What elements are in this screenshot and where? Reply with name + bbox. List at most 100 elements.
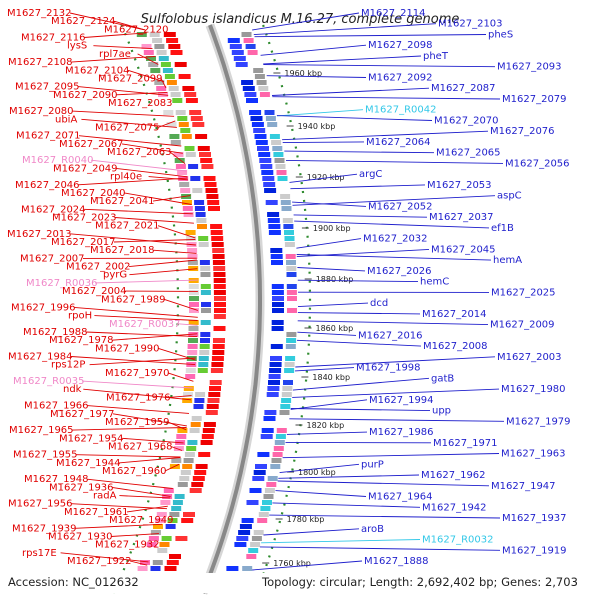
gene-feature <box>247 50 258 55</box>
gene-label: pheT <box>423 51 449 62</box>
gene-feature <box>263 494 274 499</box>
gene-feature <box>208 206 220 211</box>
gene-feature <box>201 434 214 439</box>
gene-feature <box>242 566 253 571</box>
gene-feature <box>249 488 262 493</box>
leader-line <box>292 377 430 391</box>
gene-feature <box>181 134 192 139</box>
gene-label: argC <box>359 169 382 180</box>
gene-feature <box>263 416 276 421</box>
gene-label: rpl7ae <box>99 49 131 60</box>
gene-feature <box>264 488 275 493</box>
gene-feature <box>187 350 198 355</box>
leader-line <box>266 75 367 78</box>
leader-line <box>289 418 505 422</box>
gene-label: rps17E <box>22 548 57 559</box>
leader-line <box>74 523 163 529</box>
gene-feature <box>269 134 280 139</box>
gene-feature <box>171 506 182 511</box>
gene-feature <box>267 212 280 217</box>
gene-feature <box>250 542 261 547</box>
gene-feature <box>213 266 226 271</box>
gene-feature <box>169 134 180 139</box>
gene-feature <box>273 446 284 451</box>
gene-feature <box>229 44 242 49</box>
gene-feature <box>283 380 293 385</box>
gene-feature <box>186 446 197 451</box>
leader-line <box>94 315 198 321</box>
gene-feature <box>203 176 216 181</box>
gene-feature <box>205 188 218 193</box>
gene-feature <box>211 362 224 367</box>
gene-feature <box>164 74 175 79</box>
gene-label: M1627_1965 <box>9 425 74 436</box>
gene-label: M1627_2046 <box>15 180 80 191</box>
position-tick-label: 1860 kbp <box>316 324 354 333</box>
leader-line <box>260 44 367 56</box>
gene-feature <box>178 74 191 79</box>
gene-feature <box>189 296 199 301</box>
gene-feature <box>146 56 156 61</box>
gene-feature <box>235 62 248 67</box>
gene-label: M1627_2021 <box>95 221 160 232</box>
gene-label: M1627_2025 <box>491 287 556 298</box>
gene-label: M1627_1964 <box>368 492 433 503</box>
gene-feature <box>177 428 188 433</box>
gene-feature <box>194 398 205 403</box>
gene-label: M1627_1936 <box>49 482 114 493</box>
gene-feature <box>176 434 187 439</box>
gene-label: M1627_1932 <box>95 540 160 551</box>
backbone-line <box>201 24 262 594</box>
gene-feature <box>192 188 203 193</box>
gene-feature <box>266 392 279 397</box>
gene-feature <box>241 518 254 523</box>
leader-line <box>82 380 193 389</box>
position-tick-label: 1780 kbp <box>287 515 325 524</box>
gene-feature <box>168 86 179 91</box>
gene-feature <box>180 470 191 475</box>
gene-label: M1627_2099 <box>98 73 163 84</box>
gene-feature <box>244 92 257 97</box>
gene-feature <box>168 44 181 49</box>
gene-feature <box>285 254 296 259</box>
gene-feature <box>269 368 282 373</box>
leader-line <box>295 356 496 368</box>
gene-label: M1627_2003 <box>497 352 562 363</box>
gene-feature <box>258 512 269 517</box>
gene-feature <box>182 200 192 205</box>
gene-feature <box>170 50 183 55</box>
gene-feature <box>276 428 287 433</box>
gene-feature <box>182 86 195 91</box>
gene-feature <box>150 68 161 73</box>
gene-feature <box>213 272 226 277</box>
gene-feature <box>199 350 210 355</box>
gene-feature <box>271 458 282 463</box>
leader-line <box>254 34 487 38</box>
gene-label: aspC <box>497 191 522 202</box>
leader-line <box>121 143 183 154</box>
gene-feature <box>198 236 209 241</box>
gene-feature <box>187 440 198 445</box>
gene-feature <box>212 350 225 355</box>
gene-feature <box>249 110 262 115</box>
gene-feature <box>286 290 297 295</box>
leader-line <box>95 279 198 284</box>
gene-feature <box>214 296 226 301</box>
gene-label: M1627_2026 <box>367 266 432 277</box>
gene-label: M1627_2053 <box>427 180 492 191</box>
gene-label: M1627_1949 <box>109 515 174 526</box>
gene-feature <box>212 248 225 253</box>
gene-feature <box>269 362 282 367</box>
gene-label: M1627_2024 <box>21 204 86 215</box>
gene-feature <box>197 224 207 229</box>
gene-label: M1627_2079 <box>502 94 567 105</box>
gene-label: M1627_1959 <box>105 417 170 428</box>
map-title: Sulfolobus islandicus M.16.27, complete … <box>141 12 460 27</box>
gene-label: M1627_2067 <box>59 139 124 150</box>
gene-feature <box>212 260 225 265</box>
gene-feature <box>191 482 204 487</box>
gene-feature <box>181 518 194 523</box>
gene-label: M1627_2098 <box>368 40 433 51</box>
gene-feature <box>207 200 220 205</box>
leader-line <box>269 514 501 519</box>
